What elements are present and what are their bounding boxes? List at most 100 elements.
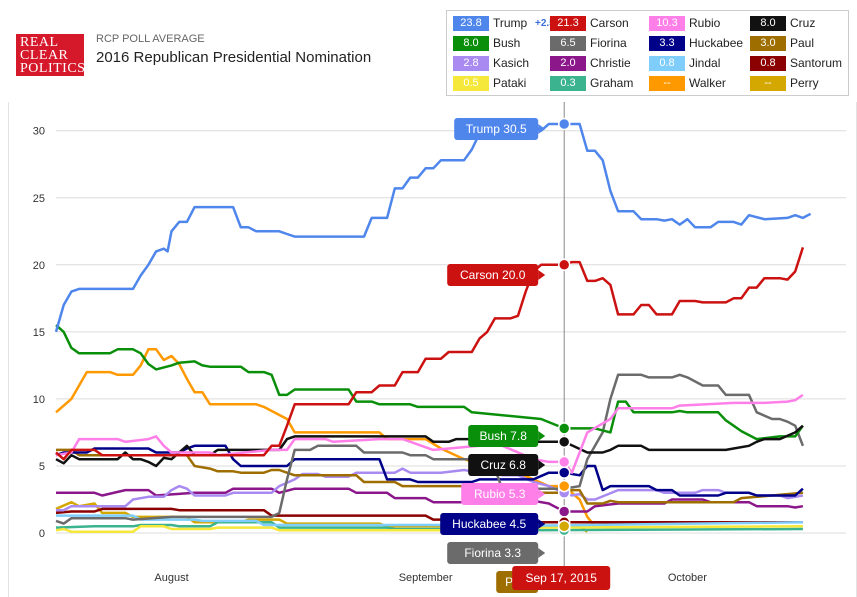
- tooltip-huckabee: Huckabee 4.5: [440, 513, 546, 535]
- x-tick-label-october: October: [668, 572, 707, 584]
- rcp-logo[interactable]: REAL CLEAR POLITICS: [16, 34, 86, 76]
- y-tick-label-0: 0: [39, 528, 45, 540]
- legend-label-huckabee: Huckabee: [689, 36, 744, 50]
- hover-marker-carson[interactable]: [557, 258, 571, 272]
- hover-marker-bush[interactable]: [557, 422, 571, 435]
- tooltip-pointer-cruz: [538, 460, 546, 470]
- tooltip-box-rubio: [461, 483, 539, 505]
- hover-marker-walker[interactable]: [557, 479, 571, 493]
- legend-value-perry: --: [750, 76, 786, 91]
- line-chart[interactable]: 0 5 10 15 20 25 30 August September October Trump …: [9, 102, 856, 597]
- legend-delta-trump: +2.5: [535, 18, 555, 29]
- hover-date-tooltip: Sep 17, 2015: [512, 566, 611, 590]
- legend-label-trump: Trump: [493, 16, 528, 30]
- series-line-rubio[interactable]: [55, 393, 804, 474]
- tooltip-box-trump: [454, 118, 539, 140]
- y-tick-label-20: 20: [33, 260, 45, 272]
- tooltip-carson: Carson 20.0: [447, 264, 546, 286]
- logo-line-3: POLITICS: [20, 61, 86, 76]
- series-line-christie[interactable]: [56, 487, 804, 513]
- legend-label-kasich: Kasich: [493, 56, 530, 70]
- hover-marker-huckabee[interactable]: [557, 466, 571, 479]
- y-tick-label-30: 30: [33, 126, 45, 138]
- legend-value-bush: 8.0: [453, 36, 489, 51]
- tooltip-pointer-carson: [538, 270, 546, 280]
- tooltip-bush: Bush 7.8: [468, 425, 546, 447]
- legend-label-fiorina: Fiorina: [590, 36, 627, 50]
- legend-label-santorum: Santorum: [790, 56, 843, 70]
- legend-value-trump: 23.8: [453, 16, 489, 31]
- tooltip-box-huckabee: [440, 513, 539, 535]
- tooltip-cruz: Cruz 6.8: [468, 454, 546, 476]
- tooltip-text-huckabee: Huckabee 4.5: [452, 517, 526, 531]
- legend-label-perry: Perry: [790, 76, 819, 90]
- tooltip-trump: Trump 30.5: [454, 118, 546, 140]
- hover-marker-rubio[interactable]: [557, 455, 571, 469]
- legend-label-walker: Walker: [689, 76, 726, 90]
- hover-marker-trump[interactable]: [557, 117, 571, 131]
- legend-label-paul: Paul: [790, 36, 815, 50]
- tooltip-pointer-huckabee: [538, 519, 546, 529]
- legend-value-paul: 3.0: [750, 36, 786, 51]
- hover-marker-perry[interactable]: [557, 520, 571, 533]
- tooltip-box-cruz: [468, 454, 539, 476]
- legend-label-cruz: Cruz: [790, 16, 816, 30]
- tooltip-text-carson: Carson 20.0: [460, 268, 526, 282]
- tooltip-pointer-rubio: [538, 489, 546, 499]
- series-line-carson[interactable]: [55, 247, 805, 461]
- x-tick-label-september: September: [399, 572, 453, 584]
- series-line-trump[interactable]: [54, 122, 812, 333]
- chart-title: 2016 Republican Presidential Nomination: [96, 49, 372, 66]
- tooltip-text-cruz: Cruz 6.8: [481, 458, 527, 472]
- legend-value-fiorina: 6.5: [550, 36, 586, 51]
- legend: 23.8 Trump +2.5 21.3 Carson 10.3 Rubio 8.0 Cruz 8…: [446, 10, 849, 96]
- y-tick-label-15: 15: [33, 327, 45, 339]
- legend-value-christie: 2.0: [550, 56, 586, 71]
- hover-date-box: [512, 566, 611, 590]
- plot-area: 0 5 10 15 20 25 30 August September October Trump …: [8, 102, 857, 597]
- legend-value-pataki: 0.5: [453, 76, 489, 91]
- hover-marker-christie[interactable]: [557, 505, 571, 518]
- legend-value-huckabee: 3.3: [649, 36, 685, 51]
- tooltip-box-bush: [468, 425, 539, 447]
- hover-marker-cruz[interactable]: [557, 435, 571, 449]
- legend-value-graham: 0.3: [550, 76, 586, 91]
- legend-label-pataki: Pataki: [493, 76, 527, 90]
- legend-value-jindal: 0.8: [649, 56, 685, 71]
- series-line-cruz[interactable]: [55, 424, 804, 468]
- y-tick-label-10: 10: [33, 394, 45, 406]
- tooltip-box-fiorina: [447, 542, 539, 564]
- tooltip-text-rubio: Rubio 5.3: [474, 487, 526, 501]
- legend-value-santorum: 0.8: [750, 56, 786, 71]
- tooltip-fiorina: Fiorina 3.3: [447, 542, 546, 564]
- legend-label-jindal: Jindal: [689, 56, 721, 70]
- tooltip-box-carson: [447, 264, 539, 286]
- logo-line-1: REAL: [20, 35, 59, 50]
- legend-label-rubio: Rubio: [689, 16, 721, 30]
- tooltip-rubio: Rubio 5.3: [461, 483, 546, 505]
- legend-value-kasich: 2.8: [453, 56, 489, 71]
- legend-label-bush: Bush: [493, 36, 521, 50]
- legend-label-carson: Carson: [590, 16, 629, 30]
- legend-label-christie: Christie: [590, 56, 631, 70]
- x-tick-label-august: August: [154, 572, 188, 584]
- chart-subtitle: RCP POLL AVERAGE: [96, 33, 205, 45]
- tooltip-text-bush: Bush 7.8: [480, 429, 528, 443]
- series-line-paul[interactable]: [56, 448, 804, 505]
- series-line-bush[interactable]: [55, 324, 804, 441]
- tooltip-text-fiorina: Fiorina 3.3: [464, 546, 521, 560]
- tooltip-pointer-bush: [538, 431, 546, 441]
- tooltip-pointer-trump: [538, 124, 546, 134]
- logo-line-2: CLEAR: [20, 48, 69, 63]
- legend-label-graham: Graham: [590, 76, 634, 90]
- legend-value-cruz: 8.0: [750, 16, 786, 31]
- legend-value-carson: 21.3: [550, 16, 586, 31]
- legend-value-rubio: 10.3: [649, 16, 685, 31]
- series-line-huckabee[interactable]: [55, 444, 804, 497]
- legend-value-walker: --: [649, 76, 685, 91]
- tooltip-text-trump: Trump 30.5: [466, 122, 527, 136]
- series-line-kasich[interactable]: [56, 467, 804, 512]
- hover-date-text: Sep 17, 2015: [525, 571, 597, 585]
- y-tick-label-25: 25: [33, 193, 45, 205]
- chart-header: REAL CLEAR POLITICS RCP POLL AVERAGE 201…: [0, 0, 857, 100]
